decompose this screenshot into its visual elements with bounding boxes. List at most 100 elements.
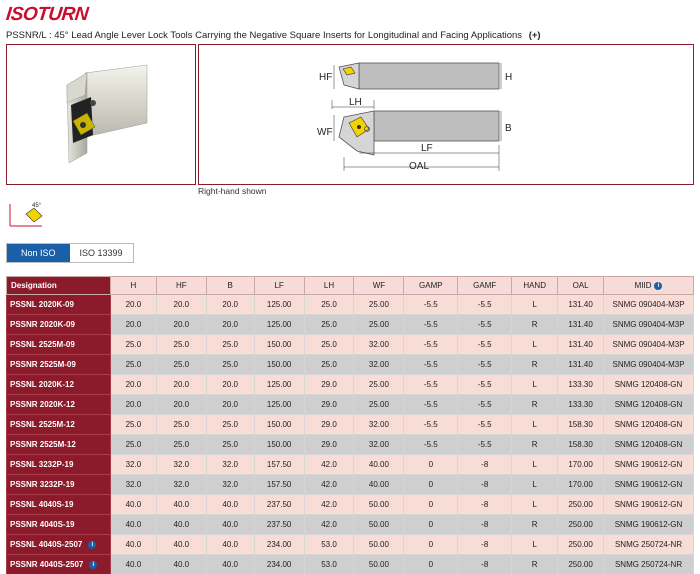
table-cell-lh: 53.0: [303, 534, 355, 555]
column-header-designation[interactable]: Designation: [6, 276, 111, 295]
table-cell-h: 20.0: [109, 394, 157, 415]
table-row[interactable]: PSSNL 2525M-09 25.0 25.0 25.0 150.00 25.0 32.0…: [6, 334, 694, 355]
table-row[interactable]: PSSNL 4040S-2507 i 40.0 40.0 40.0 234.00 53.0 5…: [6, 534, 694, 555]
table-cell-gamp: -5.5: [403, 334, 459, 355]
table-row[interactable]: PSSNR 3232P-19 32.0 32.0 32.0 157.50 42.0 40.0…: [6, 474, 694, 495]
expand-toggle[interactable]: (+): [528, 30, 541, 41]
table-cell-miid: SNMG 190612-GN: [603, 474, 694, 495]
designation-label[interactable]: PSSNL 2525M-12: [10, 420, 75, 429]
table-row[interactable]: PSSNR 4040S-19 40.0 40.0 40.0 237.50 42.0 50.0…: [6, 514, 694, 535]
table-row[interactable]: PSSNR 2525M-09 25.0 25.0 25.0 150.00 25.0 32.0…: [6, 354, 694, 375]
table-cell-lf: 150.00: [253, 354, 305, 375]
table-cell-b: 25.0: [205, 354, 255, 375]
designation-label[interactable]: PSSNR 2525M-12: [10, 440, 76, 449]
info-icon[interactable]: i: [88, 540, 97, 549]
brand-logo[interactable]: ISOTURN: [4, 4, 90, 25]
designation-label[interactable]: PSSNL 4040S-2507: [10, 540, 83, 549]
table-cell-hand: L: [511, 414, 559, 435]
column-header-oal[interactable]: OAL: [557, 276, 605, 295]
table-cell-lf: 150.00: [253, 434, 305, 455]
table-cell-h: 20.0: [109, 314, 157, 335]
designation-cell[interactable]: PSSNL 2020K-12: [6, 374, 111, 395]
designation-cell[interactable]: PSSNR 2525M-09: [6, 354, 111, 375]
column-header-wf[interactable]: WF: [353, 276, 405, 295]
designation-cell[interactable]: PSSNL 4040S-19: [6, 494, 111, 515]
column-header-lf[interactable]: LF: [253, 276, 305, 295]
table-cell-oal: 250.00: [557, 554, 605, 574]
designation-cell[interactable]: PSSNL 2525M-09: [6, 334, 111, 355]
table-cell-h: 40.0: [109, 534, 157, 555]
designation-cell[interactable]: PSSNR 2525M-12: [6, 434, 111, 455]
designation-cell[interactable]: PSSNL 2020K-09: [6, 294, 111, 315]
table-row[interactable]: PSSNL 2525M-12 25.0 25.0 25.0 150.00 29.0 32.0…: [6, 414, 694, 435]
table-cell-h: 25.0: [109, 354, 157, 375]
designation-cell[interactable]: PSSNR 3232P-19: [6, 474, 111, 495]
designation-label[interactable]: PSSNL 2020K-12: [10, 380, 74, 389]
column-header-miid[interactable]: MIID i: [603, 276, 694, 295]
column-header-hf[interactable]: HF: [155, 276, 207, 295]
designation-cell[interactable]: PSSNR 4040S-19: [6, 514, 111, 535]
table-row[interactable]: PSSNL 2020K-12 20.0 20.0 20.0 125.00 29.0 25.0…: [6, 374, 694, 395]
label-h: H: [505, 72, 512, 83]
designation-cell[interactable]: PSSNR 4040S-2507 i: [6, 554, 111, 574]
table-row[interactable]: PSSNR 2020K-09 20.0 20.0 20.0 125.00 25.0 25.0…: [6, 314, 694, 335]
table-cell-gamp: -5.5: [403, 314, 459, 335]
tab-iso-13399[interactable]: ISO 13399: [69, 244, 133, 262]
designation-cell[interactable]: PSSNL 2525M-12: [6, 414, 111, 435]
table-cell-wf: 25.00: [353, 294, 405, 315]
column-header-lh[interactable]: LH: [303, 276, 355, 295]
info-icon[interactable]: i: [654, 281, 663, 290]
table-cell-lh: 25.0: [303, 294, 355, 315]
table-cell-lf: 234.00: [253, 534, 305, 555]
designation-label[interactable]: PSSNR 2525M-09: [10, 360, 76, 369]
column-header-label: HAND: [523, 281, 546, 290]
table-cell-h: 40.0: [109, 494, 157, 515]
table-cell-gamf: -8: [457, 514, 513, 535]
designation-label[interactable]: PSSNR 2020K-09: [10, 320, 75, 329]
designation-label[interactable]: PSSNR 2020K-12: [10, 400, 75, 409]
column-header-b[interactable]: B: [205, 276, 255, 295]
info-icon[interactable]: i: [89, 560, 98, 569]
designation-cell[interactable]: PSSNR 2020K-12: [6, 394, 111, 415]
table-cell-hand: R: [511, 354, 559, 375]
diagram-caption: Right-hand shown: [198, 186, 267, 196]
designation-cell[interactable]: PSSNL 3232P-19: [6, 454, 111, 475]
designation-label[interactable]: PSSNL 4040S-19: [10, 500, 74, 509]
table-cell-gamp: -5.5: [403, 374, 459, 395]
table-cell-gamp: 0: [403, 454, 459, 475]
column-header-gamf[interactable]: GAMF: [457, 276, 513, 295]
designation-label[interactable]: PSSNR 4040S-19: [10, 520, 75, 529]
table-row[interactable]: PSSNR 2525M-12 25.0 25.0 25.0 150.00 29.0 32.0…: [6, 434, 694, 455]
designation-label[interactable]: PSSNL 2020K-09: [10, 300, 74, 309]
table-cell-b: 25.0: [205, 434, 255, 455]
table-row[interactable]: PSSNL 3232P-19 32.0 32.0 32.0 157.50 42.0 40.0…: [6, 454, 694, 475]
table-cell-miid: SNMG 090404-M3P: [603, 334, 694, 355]
designation-label[interactable]: PSSNL 2525M-09: [10, 340, 75, 349]
table-cell-h: 25.0: [109, 434, 157, 455]
designation-label[interactable]: PSSNR 3232P-19: [10, 480, 75, 489]
table-cell-lh: 42.0: [303, 454, 355, 475]
table-cell-hand: R: [511, 394, 559, 415]
table-cell-h: 20.0: [109, 294, 157, 315]
table-cell-gamp: -5.5: [403, 414, 459, 435]
column-header-h[interactable]: H: [109, 276, 157, 295]
designation-label[interactable]: PSSNR 4040S-2507: [10, 560, 84, 569]
table-row[interactable]: PSSNL 2020K-09 20.0 20.0 20.0 125.00 25.0 25.0…: [6, 294, 694, 315]
tab-non-iso[interactable]: Non ISO: [7, 244, 70, 262]
designation-label[interactable]: PSSNL 3232P-19: [10, 460, 74, 469]
table-row[interactable]: PSSNR 4040S-2507 i 40.0 40.0 40.0 234.00 53.0 5…: [6, 554, 694, 574]
label-oal: OAL: [409, 161, 429, 172]
table-cell-lf: 157.50: [253, 474, 305, 495]
column-header-hand[interactable]: HAND: [511, 276, 559, 295]
designation-cell[interactable]: PSSNL 4040S-2507 i: [6, 534, 111, 555]
table-row[interactable]: PSSNL 4040S-19 40.0 40.0 40.0 237.50 42.0 50.0…: [6, 494, 694, 515]
table-cell-lf: 125.00: [253, 314, 305, 335]
table-row[interactable]: PSSNR 2020K-12 20.0 20.0 20.0 125.00 29.0 25.0…: [6, 394, 694, 415]
table-cell-hand: R: [511, 514, 559, 535]
designation-cell[interactable]: PSSNR 2020K-09: [6, 314, 111, 335]
table-cell-gamp: -5.5: [403, 294, 459, 315]
table-cell-wf: 32.00: [353, 334, 405, 355]
column-header-label: LH: [323, 281, 335, 290]
table-cell-gamf: -5.5: [457, 434, 513, 455]
column-header-gamp[interactable]: GAMP: [403, 276, 459, 295]
